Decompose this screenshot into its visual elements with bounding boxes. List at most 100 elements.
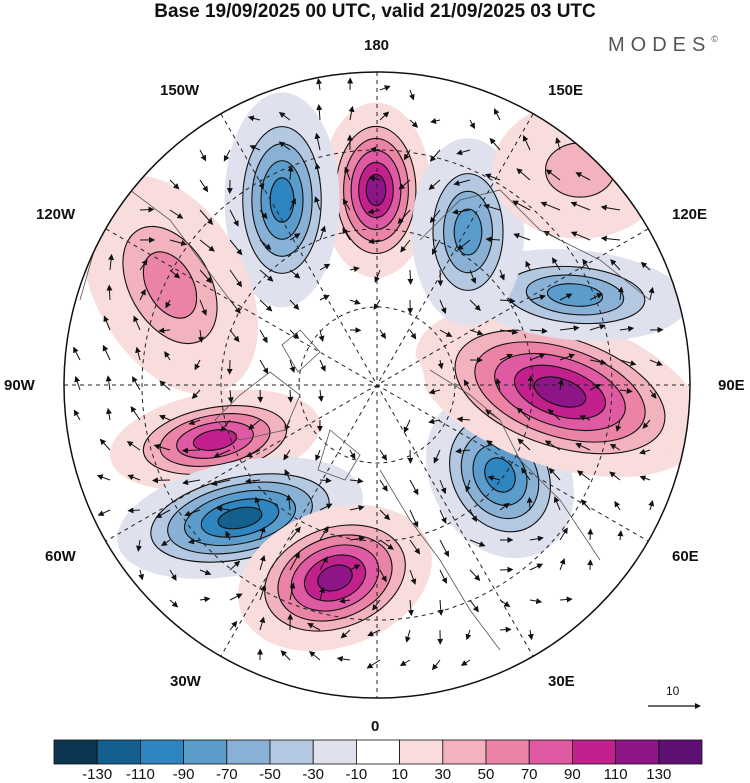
wind-arrow [229,269,243,288]
wind-arrow [169,599,179,608]
wind-arrow [97,509,111,516]
wind-arrow [409,479,419,496]
wind-arrow [96,474,111,481]
wind-arrow [194,359,201,371]
lon-label-150w: 150W [160,82,200,99]
wind-arrow [229,593,243,601]
wind-arrow [319,359,326,372]
wind-arrow [340,629,351,639]
wind-arrow [286,494,293,511]
wind-arrow [589,384,602,391]
wind-arrow [379,479,388,492]
wind-arrow [244,478,261,485]
anomaly-positive-180 [321,102,431,278]
colorbar-tick-label: -90 [172,766,195,783]
wind-arrow [465,479,471,493]
wind-arrow [315,449,321,462]
wind-arrow [259,329,268,344]
wind-arrow [485,236,501,243]
wind-arrow [220,419,231,432]
colorbar-tick-label: 50 [477,766,495,783]
wind-arrow [349,505,365,511]
wind-arrow [287,389,294,403]
wind-arrow [319,586,325,601]
wind-arrow [648,286,655,301]
wind-arrow [516,168,531,181]
wind-arrow [544,440,561,451]
wind-arrow [199,179,209,193]
wind-arrow [103,315,111,331]
wind-arrow [165,299,172,309]
colorbar-swatch [355,739,400,765]
colorbar-tick-label: -110 [125,766,155,783]
anomaly-contour [269,177,295,223]
wind-arrow [439,479,447,495]
wind-arrow [483,203,501,211]
wind-arrow [344,166,351,181]
wind-arrow [106,284,113,301]
colorbar-swatch [528,739,573,765]
wind-arrow [529,294,546,301]
wind-arrow [379,111,390,121]
wind-arrow [289,552,300,571]
wind-arrow [379,539,394,550]
anomaly-contour [317,564,353,592]
vector-scale-label: 10 [666,684,680,698]
colorbar-swatch [226,739,271,765]
wind-arrow [278,112,291,121]
wind-arrow [430,117,441,124]
wind-arrow [409,509,419,528]
wind-arrow [283,449,291,461]
wind-arrow [614,500,621,511]
wind-arrow [259,554,266,571]
wind-arrow [589,323,606,331]
colorbar-tick-label: -70 [215,766,238,783]
wind-arrow [366,659,381,669]
wind-arrow [527,629,534,641]
colorbar [53,739,703,765]
wind-arrow [229,560,241,571]
wind-arrow [545,169,561,181]
wind-arrow [469,539,486,547]
lon-label-180: 180 [364,37,390,54]
wind-arrow [589,293,603,301]
lon-label-60e: 60E [672,548,699,565]
wind-arrow [499,353,514,361]
wind-arrow [649,389,657,399]
wind-arrow [407,449,414,464]
wind-arrow [469,299,481,311]
wind-arrow [379,449,387,461]
wind-arrow [155,509,171,518]
wind-arrow [587,528,594,541]
wind-arrow [317,389,324,403]
anomaly-positive-90e [415,306,690,478]
wind-arrow [289,269,301,279]
wind-arrow [575,443,591,451]
wind-arrow [229,209,239,227]
wind-arrow [349,449,356,460]
wind-arrow [342,227,351,241]
wind-arrow [540,201,561,211]
wind-arrow [259,359,269,375]
wind-arrow [521,467,531,481]
colorbar-tick-label: 130 [646,766,672,783]
colorbar-swatch [139,739,184,765]
wind-arrow [105,375,112,391]
lon-label-120e: 120E [672,206,708,223]
wind-arrow [372,599,381,611]
wind-arrow [428,388,441,395]
wind-arrow [229,299,241,314]
wind-arrow [308,651,321,661]
wind-arrow [73,409,81,421]
wind-arrow [529,353,546,361]
wind-arrow [349,477,364,484]
wind-arrow [559,527,568,541]
wind-arrow [227,389,234,404]
wind-arrow [642,419,651,429]
wind-arrow [74,375,81,391]
wind-arrow [559,325,580,332]
wind-arrow [559,293,573,301]
wind-arrow [600,235,621,242]
wind-arrow [457,239,471,251]
wind-arrow [403,419,411,434]
